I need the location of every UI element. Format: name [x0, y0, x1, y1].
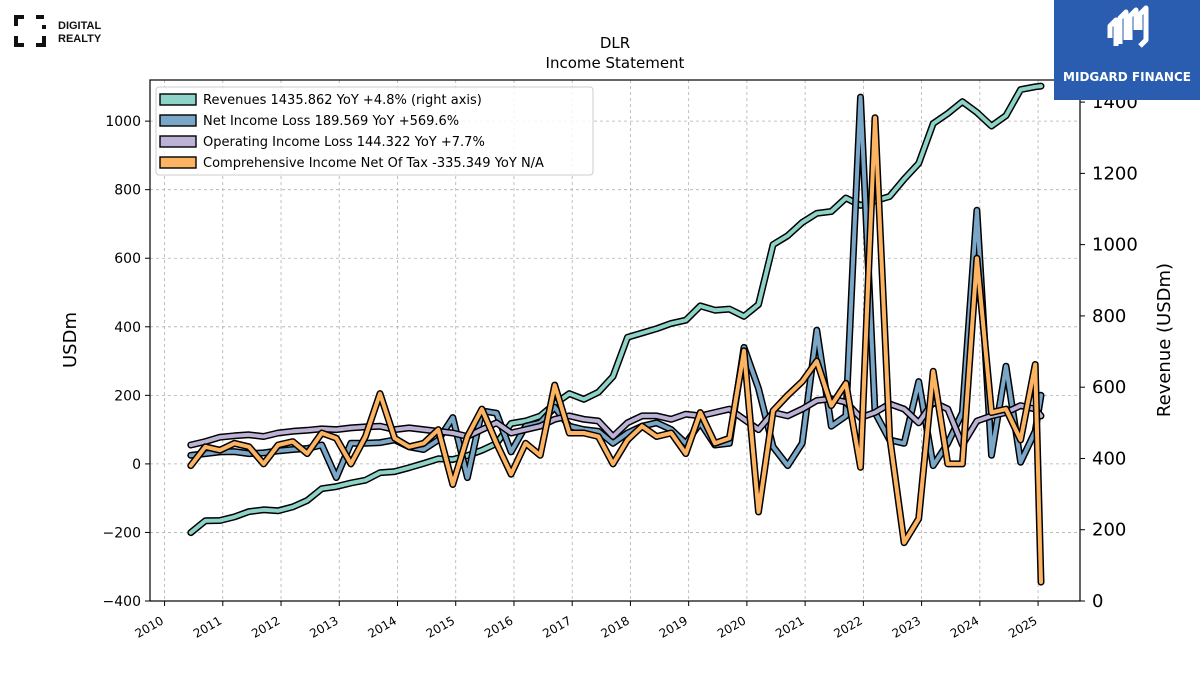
- x-tick-label: 2017: [540, 613, 573, 640]
- x-tick-label: 2024: [948, 613, 981, 640]
- plot-frame: [149, 79, 1081, 602]
- y-axis-right-label: Revenue (USDm): [1154, 263, 1175, 417]
- logo-line-1: DIGITAL: [58, 20, 102, 32]
- legend-box: [155, 86, 594, 176]
- legend-label-operating-income: Operating Income Loss 144.322 YoY +7.7%: [203, 135, 485, 150]
- x-tick-label: 2022: [831, 613, 864, 640]
- x-tick-label: 2025: [1006, 613, 1039, 640]
- y-tick-label: 200: [114, 388, 141, 404]
- series-line-comprehensive-income-net-of-tax: [188, 115, 1043, 585]
- x-tick-label: 2023: [890, 613, 923, 640]
- series-line-operating-income-loss: [188, 396, 1043, 447]
- series-outline-comprehensive-income-net-of-tax: [187, 114, 1045, 586]
- y-tick-label: −400: [103, 594, 141, 610]
- chart-title: DLR: [600, 34, 630, 52]
- y-right-tick-label: 600: [1092, 377, 1126, 398]
- x-tick-label: 2013: [307, 613, 340, 640]
- midgard-finance-logo: MIDGARD FINANCE: [1054, 0, 1200, 100]
- midgard-emblem-icon: [1107, 5, 1149, 48]
- x-tick-label: 2016: [482, 613, 515, 640]
- y-right-tick-label: 200: [1092, 520, 1126, 541]
- logo-line-2: REALTY: [58, 33, 102, 45]
- x-tick-label: 2010: [133, 613, 166, 640]
- legend-swatch-operating-income: [159, 135, 197, 148]
- x-axis-ticks: 2010 2011 2012 2013 2014 2015 2016 2017 2018 2019…: [133, 601, 1040, 641]
- x-tick-label: 2019: [657, 613, 690, 640]
- x-tick-label: 2018: [598, 613, 631, 640]
- y-right-tick-label: 1200: [1092, 163, 1138, 184]
- x-tick-label: 2012: [249, 613, 282, 640]
- series-line-net-income-loss: [188, 95, 1043, 480]
- chart-subtitle: Income Statement: [546, 54, 685, 72]
- legend-label-comprehensive-income: Comprehensive Income Net Of Tax -335.349…: [203, 156, 544, 171]
- y-tick-label: 600: [114, 251, 141, 267]
- x-tick-label: 2015: [424, 613, 457, 640]
- series-lines: [187, 82, 1045, 586]
- y-right-tick-label: 0: [1092, 591, 1103, 612]
- legend-label-revenues: Revenues 1435.862 YoY +4.8% (right axis): [203, 93, 482, 108]
- legend: Revenues 1435.862 YoY +4.8% (right axis)…: [155, 86, 594, 176]
- bracket-icon: [14, 15, 46, 47]
- legend-label-net-income: Net Income Loss 189.569 YoY +569.6%: [203, 114, 459, 129]
- x-tick-label: 2014: [366, 613, 399, 640]
- digital-realty-logo: DIGITAL REALTY: [14, 14, 124, 50]
- y-right-tick-label: 800: [1092, 306, 1126, 327]
- y-tick-label: −200: [103, 525, 141, 541]
- x-tick-label: 2020: [715, 613, 748, 640]
- y-tick-label: 0: [132, 457, 141, 473]
- legend-swatch-revenues: [159, 93, 197, 106]
- series-line-revenues: [188, 84, 1043, 535]
- legend-swatch-net-income: [159, 114, 197, 127]
- y-right-tick-label: 1000: [1092, 235, 1138, 256]
- y-right-tick-label: 400: [1092, 448, 1126, 469]
- y-tick-label: 400: [114, 320, 141, 336]
- left-axis-ticks: −400 −200 0 200 400 600 800 1000: [103, 114, 150, 610]
- legend-swatch-comprehensive-income: [159, 156, 197, 169]
- x-tick-label: 2021: [773, 613, 806, 640]
- y-tick-label: 1000: [105, 114, 141, 130]
- y-tick-label: 800: [114, 183, 141, 199]
- midgard-logo-text: MIDGARD FINANCE: [1063, 70, 1191, 84]
- x-tick-label: 2011: [191, 613, 224, 640]
- y-axis-label: USDm: [60, 312, 81, 368]
